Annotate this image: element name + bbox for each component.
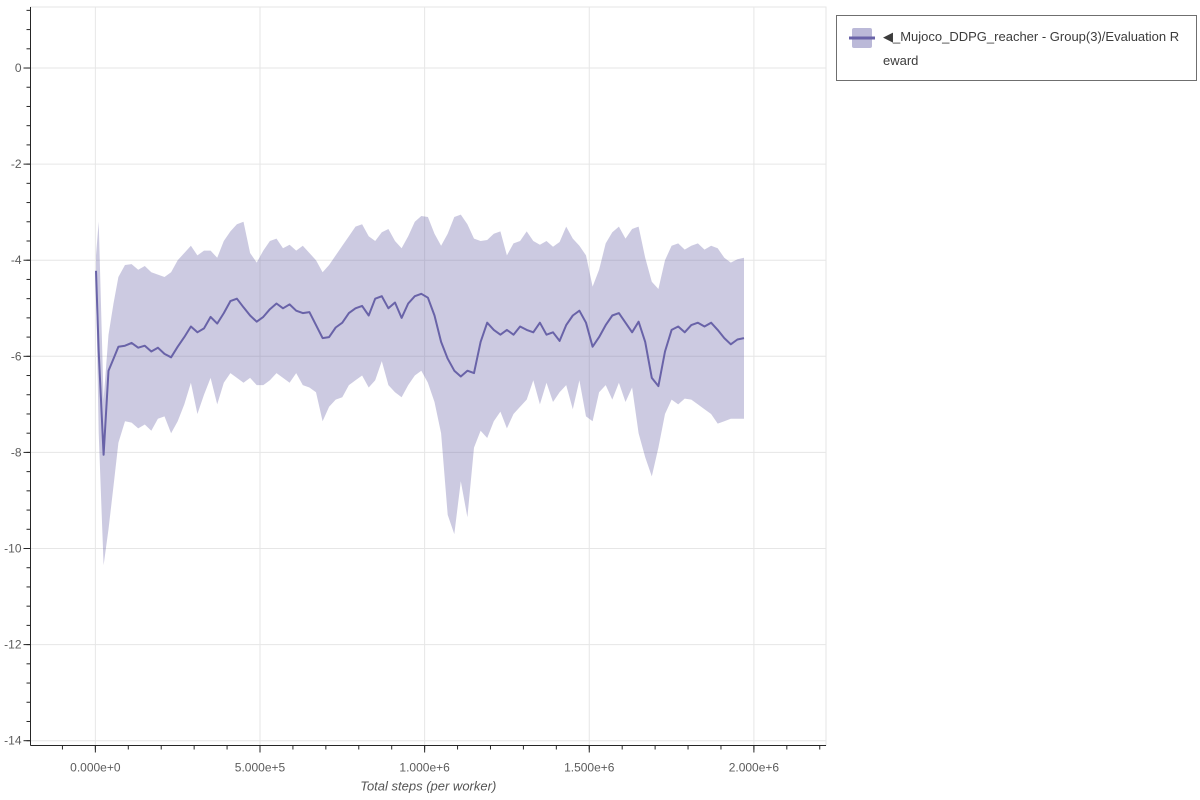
y-tick-label: -6 xyxy=(11,349,22,363)
y-tick-label: -2 xyxy=(11,157,22,171)
legend: ◀_Mujoco_DDPG_reacher - Group(3)/Evaluat… xyxy=(836,15,1197,81)
x-tick-label: 1.000e+6 xyxy=(399,761,450,775)
x-tick-label: 1.500e+6 xyxy=(564,761,615,775)
y-tick-label: -4 xyxy=(11,253,22,267)
y-tick-label: -14 xyxy=(4,734,22,748)
legend-swatch-icon xyxy=(849,28,875,48)
legend-item-evaluation-reward[interactable]: ◀_Mujoco_DDPG_reacher - Group(3)/Evaluat… xyxy=(849,25,1186,73)
x-tick-label: 0.000e+0 xyxy=(70,761,121,775)
y-tick-label: 0 xyxy=(15,61,22,75)
y-tick-label: -12 xyxy=(4,638,22,652)
confidence-band xyxy=(96,214,744,566)
x-tick-label: 5.000e+5 xyxy=(235,761,286,775)
y-tick-label: -10 xyxy=(4,542,22,556)
y-tick-label: -8 xyxy=(11,445,22,459)
mean-line xyxy=(95,270,745,456)
legend-label: ◀_Mujoco_DDPG_reacher - Group(3)/Evaluat… xyxy=(883,29,1180,68)
x-axis-title: Total steps (per worker) xyxy=(360,779,496,794)
x-tick-label: 2.000e+6 xyxy=(729,761,780,775)
